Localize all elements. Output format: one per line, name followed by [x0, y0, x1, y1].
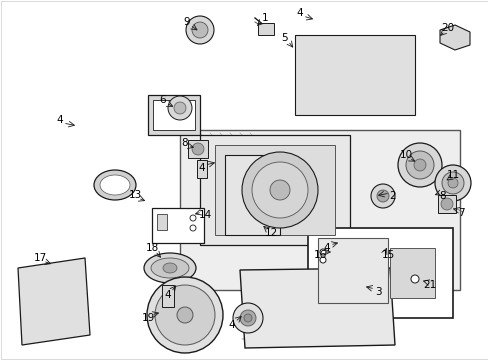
Circle shape: [434, 165, 470, 201]
Circle shape: [242, 152, 317, 228]
Text: 16: 16: [313, 250, 326, 260]
Text: 4: 4: [228, 320, 235, 330]
Circle shape: [440, 198, 452, 210]
Polygon shape: [240, 268, 394, 348]
Circle shape: [177, 307, 193, 323]
Text: 1: 1: [261, 13, 268, 23]
Text: 12: 12: [264, 228, 277, 238]
Circle shape: [269, 180, 289, 200]
Circle shape: [410, 275, 418, 283]
Text: 4: 4: [323, 243, 329, 253]
Text: 8: 8: [439, 191, 446, 201]
Circle shape: [405, 151, 433, 179]
Circle shape: [251, 162, 307, 218]
Text: 17: 17: [33, 253, 46, 263]
Bar: [317, 238, 387, 303]
Text: 4: 4: [164, 290, 171, 300]
Circle shape: [397, 143, 441, 187]
Bar: [157, 214, 167, 230]
Circle shape: [168, 96, 192, 120]
Circle shape: [155, 285, 215, 345]
Text: 18: 18: [145, 243, 158, 253]
Polygon shape: [18, 258, 90, 345]
Circle shape: [441, 172, 463, 194]
Bar: [389, 248, 434, 298]
Circle shape: [192, 143, 203, 155]
Circle shape: [240, 310, 256, 326]
Bar: [200, 135, 349, 245]
Circle shape: [447, 178, 457, 188]
Text: 15: 15: [381, 250, 394, 260]
Ellipse shape: [143, 253, 196, 283]
Text: 7: 7: [457, 208, 464, 218]
Bar: [152, 208, 203, 243]
Text: 14: 14: [198, 210, 211, 220]
Circle shape: [370, 184, 394, 208]
Text: 10: 10: [399, 150, 412, 160]
Bar: [258, 23, 273, 35]
Text: 21: 21: [423, 280, 436, 290]
Circle shape: [244, 314, 251, 322]
Circle shape: [232, 303, 263, 333]
Bar: [215, 145, 334, 235]
Text: 2: 2: [389, 191, 395, 201]
Circle shape: [319, 249, 325, 255]
Circle shape: [190, 225, 196, 231]
Bar: [180, 130, 459, 290]
Circle shape: [319, 257, 325, 263]
Text: 6: 6: [160, 95, 166, 105]
Text: 4: 4: [198, 163, 205, 173]
Text: 11: 11: [446, 170, 459, 180]
Text: 8: 8: [182, 138, 188, 148]
Ellipse shape: [163, 263, 177, 273]
Bar: [437, 195, 455, 213]
Text: 13: 13: [128, 190, 142, 200]
Bar: [162, 285, 174, 307]
Bar: [197, 160, 206, 178]
Bar: [224, 155, 280, 235]
Ellipse shape: [151, 258, 189, 278]
Text: 20: 20: [441, 23, 454, 33]
Text: 9: 9: [183, 17, 190, 27]
Circle shape: [413, 159, 425, 171]
Bar: [153, 100, 195, 130]
Circle shape: [147, 277, 223, 353]
Circle shape: [190, 215, 196, 221]
Circle shape: [174, 102, 185, 114]
Polygon shape: [439, 25, 469, 50]
Circle shape: [376, 190, 388, 202]
Circle shape: [192, 22, 207, 38]
Bar: [294, 35, 414, 115]
Ellipse shape: [100, 175, 130, 195]
Bar: [307, 228, 452, 318]
Ellipse shape: [94, 170, 136, 200]
Text: 3: 3: [374, 287, 381, 297]
Text: 5: 5: [281, 33, 288, 43]
Text: 19: 19: [141, 313, 154, 323]
Circle shape: [185, 16, 214, 44]
Text: 4: 4: [57, 115, 63, 125]
Bar: [148, 95, 200, 135]
Text: 4: 4: [296, 8, 303, 18]
Bar: [187, 140, 207, 158]
